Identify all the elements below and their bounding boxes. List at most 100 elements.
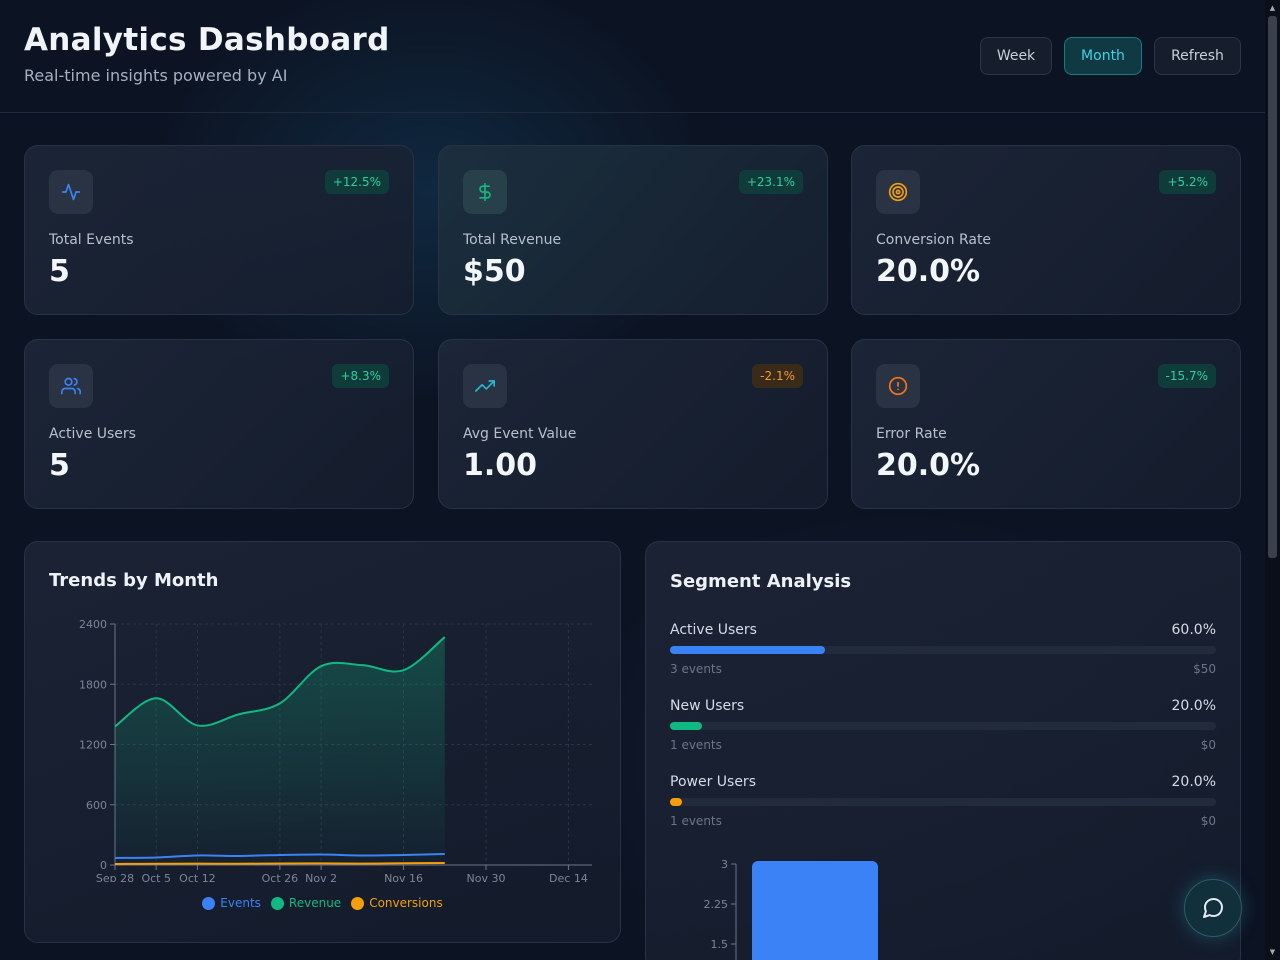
alert-circle-icon: [876, 364, 920, 408]
change-badge: +23.1%: [738, 170, 803, 194]
segment-revenue: $50: [1193, 662, 1216, 676]
legend-item-conversions[interactable]: Conversions: [351, 896, 443, 910]
legend-item-revenue[interactable]: Revenue: [270, 896, 342, 910]
x-tick-label: Oct 26: [262, 872, 299, 882]
metric-label: Avg Event Value: [463, 426, 577, 442]
trends-chart: 0 600 1200 1800 2400 Sep 28 Oct 5 Oct 12 Oct 26 N…: [79, 618, 592, 882]
metric-label: Total Events: [49, 232, 134, 248]
message-circle-icon: [1203, 897, 1224, 918]
x-tick-label: Oct 12: [179, 872, 216, 882]
y-tick-label: 1200: [79, 739, 107, 752]
change-badge: +5.2%: [1159, 170, 1216, 194]
legend-item-events[interactable]: Events: [202, 896, 261, 910]
legend-dot: [270, 896, 284, 910]
target-icon: [876, 170, 920, 214]
month-button[interactable]: Month: [1064, 37, 1142, 75]
segment-percent: 60.0%: [1171, 622, 1216, 638]
y-tick-label: 1800: [79, 678, 107, 691]
series-line-revenue: [114, 636, 446, 728]
refresh-button[interactable]: Refresh: [1154, 37, 1241, 75]
series-line-conversions: [114, 861, 445, 865]
segment-track: [670, 722, 1216, 730]
segment-percent: 20.0%: [1171, 698, 1216, 714]
legend-dot: [202, 896, 216, 910]
metric-value: 1.00: [463, 448, 538, 483]
x-tick-label: Nov 2: [305, 872, 337, 882]
chart-legend: Events Revenue Conversions: [25, 896, 620, 910]
scroll-thumb[interactable]: [1268, 16, 1277, 558]
segment-events: 3 events: [670, 662, 722, 676]
metric-value: 5: [49, 254, 70, 289]
segment-revenue: $0: [1200, 738, 1216, 752]
series-line-events: [114, 852, 445, 859]
week-button[interactable]: Week: [980, 37, 1052, 75]
metric-label: Error Rate: [876, 426, 947, 442]
segment-track: [670, 646, 1216, 654]
segment-row-new-users: New Users 20.0% 1 events $0: [670, 698, 1216, 758]
segment-percent: 20.0%: [1171, 774, 1216, 790]
metric-card-error-rate: -15.7% Error Rate 20.0%: [851, 339, 1241, 509]
segment-fill: [670, 646, 825, 654]
segment-row-power-users: Power Users 20.0% 1 events $0: [670, 774, 1216, 834]
change-badge: -2.1%: [752, 364, 803, 388]
metric-value: 20.0%: [876, 254, 981, 289]
legend-label: Events: [220, 896, 261, 910]
dollar-icon: [463, 170, 507, 214]
metric-card-total-revenue: +23.1% Total Revenue $50: [438, 145, 828, 315]
change-badge: +12.5%: [324, 170, 389, 194]
y-tick-label: 2400: [79, 618, 107, 631]
y-tick-label: 3: [721, 858, 728, 871]
page-header: Analytics Dashboard Real-time insights p…: [0, 0, 1265, 113]
x-tick-label: Oct 5: [141, 872, 171, 882]
change-badge: +8.3%: [332, 364, 389, 388]
trends-panel: Trends by Month 0 600 1200 1800 2400 Sep 28 Oc…: [24, 541, 621, 943]
segment-fill: [670, 722, 702, 730]
x-tick-label: Nov 16: [384, 872, 423, 882]
legend-label: Revenue: [288, 896, 342, 910]
segment-row-active-users: Active Users 60.0% 3 events $50: [670, 622, 1216, 682]
page-title: Analytics Dashboard: [24, 22, 390, 58]
segment-revenue: $0: [1200, 814, 1216, 828]
segment-panel: Segment Analysis Active Users 60.0% 3 ev…: [645, 541, 1241, 960]
metric-value: 5: [49, 448, 70, 483]
metric-value: 20.0%: [876, 448, 981, 483]
legend-dot: [351, 896, 365, 910]
metric-card-total-events: +12.5% Total Events 5: [24, 145, 414, 315]
trending-up-icon: [463, 364, 507, 408]
metric-label: Active Users: [49, 426, 136, 442]
metric-label: Conversion Rate: [876, 232, 992, 248]
segment-name: New Users: [670, 698, 745, 714]
segment-events: 1 events: [670, 738, 722, 752]
scroll-down-arrow[interactable]: ▼: [1269, 948, 1276, 956]
y-tick-label: 1.5: [711, 938, 729, 951]
metric-label: Total Revenue: [463, 232, 562, 248]
series-area-revenue: [115, 637, 445, 865]
users-icon: [49, 364, 93, 408]
segment-bar-chart: 3 2.25 1.5: [704, 858, 878, 960]
segment-fill: [670, 798, 682, 806]
segment-name: Active Users: [670, 622, 757, 638]
segment-events: 1 events: [670, 814, 722, 828]
metric-card-active-users: +8.3% Active Users 5: [24, 339, 414, 509]
scroll-up-arrow[interactable]: ▲: [1269, 4, 1276, 12]
page-scrollbar[interactable]: ▲ ▼: [1265, 0, 1280, 960]
metric-card-avg-event-value: -2.1% Avg Event Value 1.00: [438, 339, 828, 509]
legend-label: Conversions: [369, 896, 443, 910]
segment-title: Segment Analysis: [670, 571, 852, 592]
y-tick-label: 0: [100, 859, 107, 872]
trends-title: Trends by Month: [49, 570, 219, 591]
x-tick-label: Sep 28: [96, 872, 134, 882]
segment-name: Power Users: [670, 774, 756, 790]
y-tick-label: 2.25: [704, 898, 729, 911]
segment-track: [670, 798, 1216, 806]
page-subtitle: Real-time insights powered by AI: [24, 66, 288, 85]
chat-button[interactable]: [1184, 879, 1242, 937]
metric-value: $50: [463, 254, 526, 289]
change-badge: -15.7%: [1157, 364, 1216, 388]
activity-icon: [49, 170, 93, 214]
y-tick-label: 600: [86, 799, 107, 812]
x-tick-label: Dec 14: [549, 872, 588, 882]
segment-bar: [752, 861, 878, 960]
metric-card-conversion-rate: +5.2% Conversion Rate 20.0%: [851, 145, 1241, 315]
x-tick-label: Nov 30: [467, 872, 506, 882]
